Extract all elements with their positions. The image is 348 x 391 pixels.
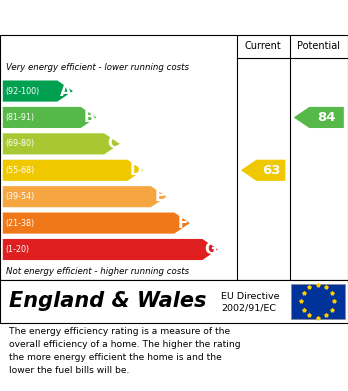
Polygon shape (3, 133, 120, 154)
Text: Potential: Potential (297, 41, 340, 52)
Text: England & Wales: England & Wales (9, 291, 206, 312)
Text: F: F (178, 215, 188, 231)
Polygon shape (3, 81, 73, 102)
Text: 84: 84 (317, 111, 336, 124)
Text: (1-20): (1-20) (6, 245, 30, 254)
Text: D: D (130, 163, 142, 178)
Text: G: G (205, 242, 217, 257)
Text: Energy Efficiency Rating: Energy Efficiency Rating (9, 11, 219, 26)
Text: 2002/91/EC: 2002/91/EC (221, 303, 276, 312)
Polygon shape (3, 107, 96, 128)
Text: Not energy efficient - higher running costs: Not energy efficient - higher running co… (6, 267, 189, 276)
Text: (69-80): (69-80) (6, 139, 35, 148)
Polygon shape (294, 107, 344, 128)
Text: 63: 63 (262, 164, 280, 177)
Text: E: E (154, 189, 165, 204)
Polygon shape (3, 213, 190, 234)
Text: The energy efficiency rating is a measure of the
overall efficiency of a home. T: The energy efficiency rating is a measur… (9, 327, 240, 375)
Text: B: B (84, 110, 95, 125)
Text: (55-68): (55-68) (6, 166, 35, 175)
Text: A: A (60, 84, 72, 99)
Text: (92-100): (92-100) (6, 86, 40, 95)
Polygon shape (3, 239, 218, 260)
Text: EU Directive: EU Directive (221, 292, 279, 301)
Polygon shape (3, 186, 166, 207)
Polygon shape (3, 160, 143, 181)
Text: C: C (107, 136, 118, 151)
Text: (39-54): (39-54) (6, 192, 35, 201)
Text: (81-91): (81-91) (6, 113, 35, 122)
Text: (21-38): (21-38) (6, 219, 35, 228)
Text: Current: Current (245, 41, 282, 52)
Bar (291, 284, 345, 319)
Text: Very energy efficient - lower running costs: Very energy efficient - lower running co… (6, 63, 189, 72)
Polygon shape (241, 160, 285, 181)
